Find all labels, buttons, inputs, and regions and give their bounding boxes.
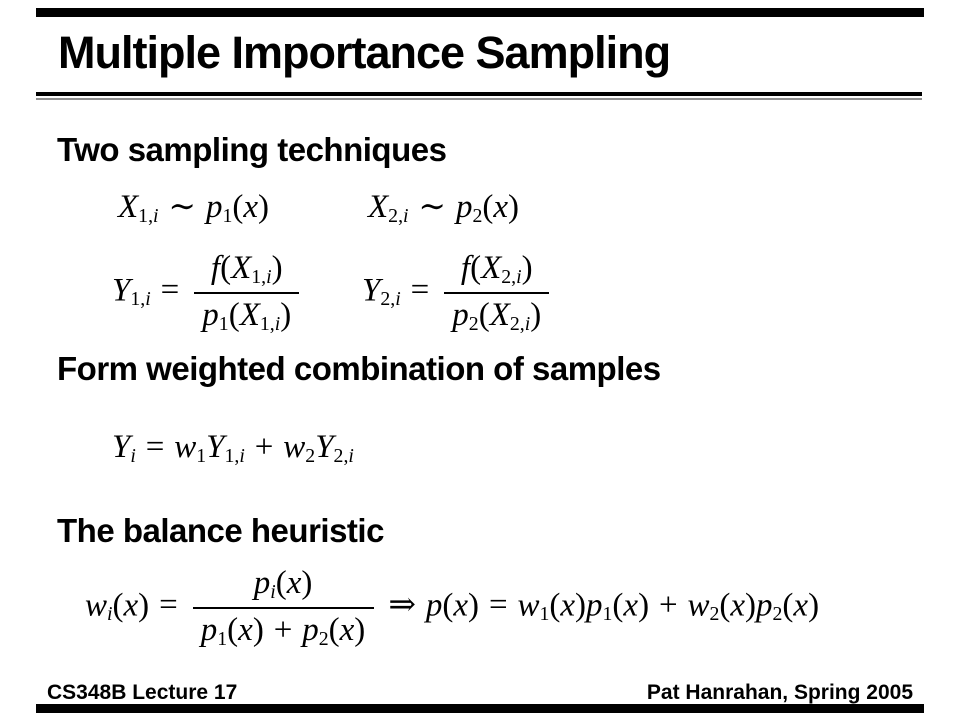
- page-title: Multiple Importance Sampling: [58, 27, 671, 78]
- formula-x1-sampling: X1,i ∼ p1(x): [118, 189, 269, 227]
- formula-y1-estimator: Y1,i = f(X1,i) p1(X1,i): [112, 251, 304, 334]
- formula-x2-sampling: X2,i ∼ p2(x): [368, 189, 519, 227]
- heading-balance-heuristic: The balance heuristic: [57, 512, 384, 549]
- bottom-border-bar: [36, 704, 924, 713]
- top-border-bar: [36, 8, 924, 17]
- formula-y2-estimator: Y2,i = f(X2,i) p2(X2,i): [362, 251, 554, 334]
- footer-author-label: Pat Hanrahan, Spring 2005: [646, 681, 913, 704]
- formula-weighted-combination: Yi = w1Y1,i + w2Y2,i: [112, 429, 354, 467]
- footer-course-label: CS348B Lecture 17: [47, 681, 238, 704]
- formula-balance-heuristic: wi(x) = pi(x) p1(x) + p2(x) ⇒ p(x) = w1(x)p1(x) + w…: [85, 565, 820, 650]
- title-underline: [36, 92, 922, 100]
- heading-two-sampling-techniques: Two sampling techniques: [57, 131, 447, 168]
- heading-weighted-combination: Form weighted combination of samples: [57, 350, 661, 387]
